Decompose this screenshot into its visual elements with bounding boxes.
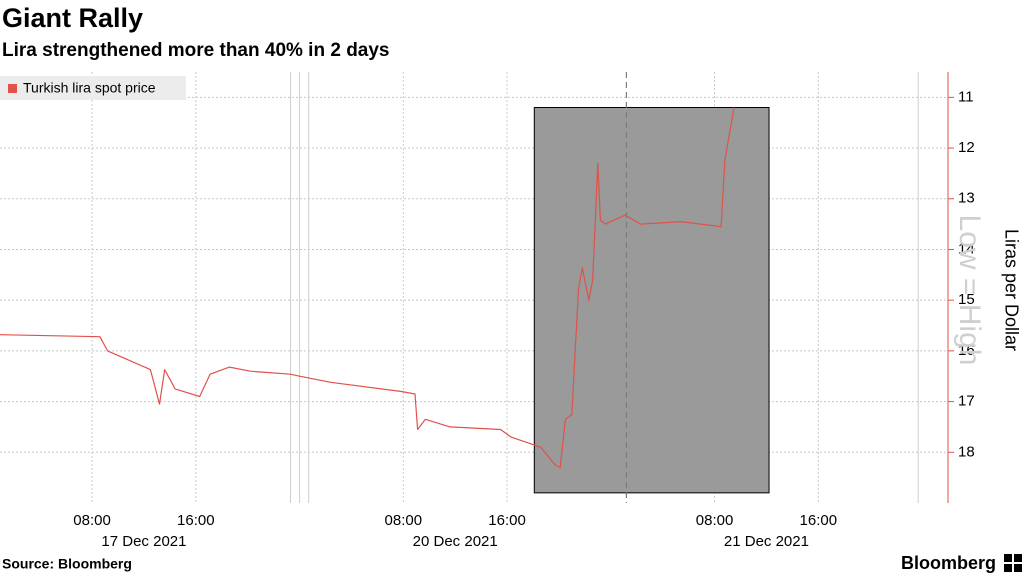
y-tick-label: 13 [958,190,975,207]
date-label: 20 Dec 2021 [413,533,498,550]
date-label: 21 Dec 2021 [724,533,809,550]
y-tick-label: 16 [958,342,975,359]
source: Source: Bloomberg [2,556,132,572]
y-tick-label: 14 [958,240,975,257]
x-tick-label: 08:00 [385,512,423,529]
chart-subtitle: Lira strengthened more than 40% in 2 day… [2,40,390,61]
y-tick-label: 11 [958,88,974,105]
date-label: 17 Dec 2021 [101,533,186,550]
annotation: Low = High [953,215,986,366]
y-tick-label: 12 [958,139,975,156]
legend-box [0,76,186,100]
brand: Bloomberg [901,553,996,573]
x-tick-label: 08:00 [73,512,111,529]
x-tick-label: 16:00 [177,512,215,529]
y-tick-label: 17 [958,393,975,410]
y-tick-label: 15 [958,291,975,308]
chart-title: Giant Rally [2,3,143,33]
brand-logo [1004,554,1022,572]
y-tick-label: 18 [958,443,975,460]
y-axis-label: Liras per Dollar [1001,229,1021,351]
x-tick-label: 08:00 [696,512,734,529]
legend-label: Turkish lira spot price [23,80,156,96]
x-tick-label: 16:00 [488,512,526,529]
legend-swatch [8,84,17,93]
series-line [0,107,735,469]
highlight-region [533,106,770,494]
x-tick-label: 16:00 [800,512,838,529]
